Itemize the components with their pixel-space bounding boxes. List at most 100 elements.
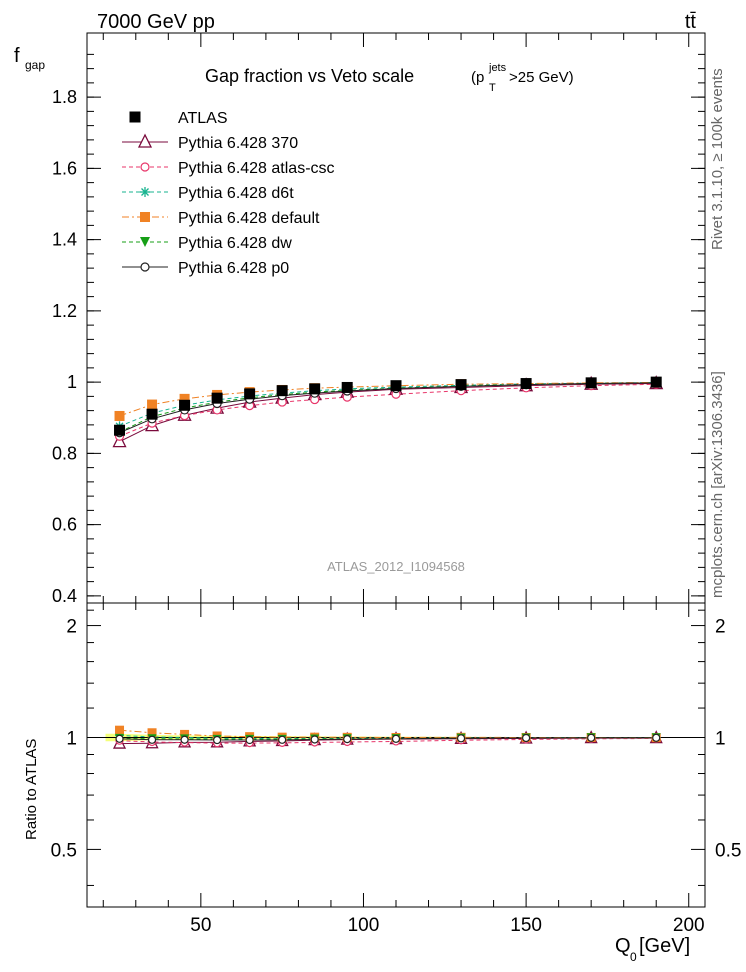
main-ytick-label: 1 (67, 372, 77, 392)
site-note: mcplots.cern.ch [arXiv:1306.3436] (709, 371, 726, 598)
main-ylabel-sub: gap (25, 58, 45, 72)
xlabel-q: Q (615, 935, 631, 957)
xtick-label: 50 (190, 915, 211, 936)
legend: ATLAS Pythia 6.428 370 Pythia 6.428 atlas-… (122, 110, 335, 277)
ratio-series-marker (115, 734, 124, 743)
atlas-marker (211, 392, 223, 404)
main-axis-ticks: 0.4 0.6 0.8 1 1.2 1.4 1.6 1.8 (52, 33, 705, 606)
series-line (119, 383, 657, 437)
legend-label: Pythia 6.428 dw (178, 235, 292, 252)
ratio-series-marker (587, 733, 596, 742)
atlas-marker (390, 380, 402, 392)
legend-label: Pythia 6.428 p0 (178, 260, 289, 277)
ratio-ylabel: Ratio to ATLAS (23, 739, 40, 840)
ratio-ytick-label-right: 2 (715, 617, 726, 638)
legend-label: Pythia 6.428 atlas-csc (178, 160, 335, 177)
ratio-series-marker (245, 735, 254, 745)
xlabel: Q (615, 935, 631, 957)
legend-item: Pythia 6.428 atlas-csc (122, 160, 335, 177)
ratio-axis-ticks: 0.5 0.5 1 1 2 2 50 100 150 200 (51, 603, 741, 936)
main-ytick-label: 1.4 (52, 230, 77, 250)
ratio-series-marker (180, 735, 189, 744)
legend-item: Pythia 6.428 p0 (122, 260, 289, 277)
legend-label: Pythia 6.428 d6t (178, 185, 294, 202)
ratio-ytick-label: 0.5 (51, 840, 77, 861)
generator-note: Rivet 3.1.10, ≥ 100k events (709, 68, 726, 250)
legend-label: ATLAS (178, 110, 228, 127)
atlas-marker (244, 388, 256, 400)
ratio-ytick-label: 2 (66, 617, 77, 638)
legend-item: Pythia 6.428 370 (122, 133, 298, 152)
atlas-marker (650, 376, 662, 388)
legend-item: Pythia 6.428 d6t (122, 185, 294, 202)
ratio-ytick-label: 1 (66, 728, 77, 749)
atlas-marker (455, 379, 467, 391)
plot-title: Gap fraction vs Veto scale (205, 66, 414, 86)
xlabel-tail: [GeV] (639, 935, 690, 957)
ratio-series-layer (112, 725, 663, 749)
legend-item: Pythia 6.428 default (122, 210, 320, 227)
ratio-series-marker (652, 733, 661, 742)
xtick-label: 200 (673, 915, 705, 936)
xtick-label: 150 (510, 915, 542, 936)
plot-title-cut-tail: >25 GeV) (509, 69, 574, 86)
ratio-series-marker (456, 734, 466, 743)
legend-item: ATLAS (129, 110, 228, 127)
legend-label: Pythia 6.428 370 (178, 135, 298, 152)
legend-marker (140, 212, 150, 222)
atlas-marker (179, 399, 191, 411)
atlas-marker (520, 378, 532, 390)
ratio-plot-frame (86, 602, 706, 908)
main-ytick-label: 0.4 (52, 586, 77, 606)
ratio-series-marker (147, 735, 157, 744)
ratio-series-marker (147, 728, 157, 738)
legend-marker (140, 262, 150, 272)
main-ytick-label: 1.2 (52, 301, 77, 321)
main-series-layer (112, 375, 664, 448)
atlas-marker (341, 381, 353, 393)
ratio-series-marker (278, 735, 287, 744)
plot-title-cut-p: (p (471, 69, 484, 86)
legend-marker (140, 237, 150, 247)
legend-marker (140, 187, 150, 197)
main-ytick-label: 0.8 (52, 443, 77, 463)
analysis-id: ATLAS_2012_I1094568 (327, 559, 465, 574)
legend-item: Pythia 6.428 dw (122, 235, 292, 252)
series-marker (179, 393, 190, 404)
atlas-marker (585, 377, 597, 389)
ratio-plot-panel: 0.5 0.5 1 1 2 2 50 100 150 200 Ratio to ATLAS Q 0… (23, 602, 741, 964)
xlabel-sub: 0 (630, 950, 637, 964)
legend-marker (140, 162, 150, 172)
main-plot-panel: 0.4 0.6 0.8 1 1.2 1.4 1.6 1.8 Gap fraction vs V… (14, 32, 706, 606)
ratio-series-marker (213, 735, 222, 745)
atlas-marker (114, 424, 126, 436)
ratio-series-marker (343, 735, 352, 744)
main-ytick-label: 1.6 (52, 158, 77, 178)
legend-marker (137, 133, 153, 148)
energy-label: 7000 GeV pp (97, 11, 215, 33)
plot-title-cut: (p (471, 69, 484, 86)
ratio-series-marker (115, 725, 125, 735)
plot-title-cut-sub: T (489, 82, 496, 94)
main-ytick-label: 1.8 (52, 87, 77, 107)
main-ytick-label: 0.6 (52, 515, 77, 535)
atlas-marker (146, 408, 158, 420)
plot-title-cut-sup: jets (488, 62, 507, 74)
ratio-series-marker (310, 735, 319, 744)
atlas-marker (309, 383, 321, 395)
series-marker (114, 410, 125, 421)
series-line (119, 381, 657, 417)
legend-marker (129, 111, 141, 123)
series-marker (147, 399, 158, 410)
process-label: tt̄ (685, 11, 697, 33)
ratio-series-marker (391, 734, 401, 743)
atlas-marker (276, 385, 288, 397)
xtick-label: 100 (348, 915, 380, 936)
legend-label: Pythia 6.428 default (178, 210, 320, 227)
ratio-series-marker (522, 733, 531, 743)
ratio-ytick-label-right: 0.5 (715, 840, 741, 861)
series-line (119, 382, 657, 434)
main-ylabel: f (14, 45, 20, 67)
ratio-ytick-label-right: 1 (715, 728, 726, 749)
